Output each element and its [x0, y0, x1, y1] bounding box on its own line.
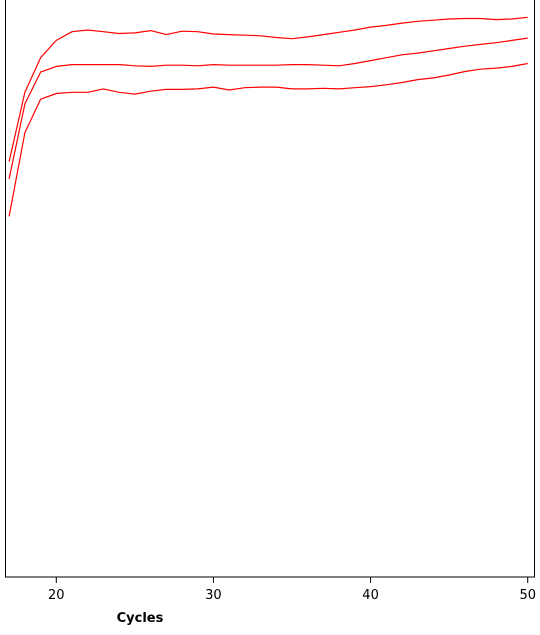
plot-frame — [5, 0, 535, 578]
series-line-1 — [8, 16, 528, 162]
x-tick-label-30: 30 — [205, 588, 222, 603]
series-line-2 — [8, 37, 528, 180]
x-axis: 20 30 40 50 — [48, 577, 536, 603]
x-axis-title: Cycles — [117, 611, 164, 626]
x-tick-label-40: 40 — [362, 588, 379, 603]
x-tick-label-50: 50 — [519, 588, 536, 603]
series-line-3 — [8, 62, 528, 217]
series-layer — [8, 16, 528, 217]
x-tick-label-20: 20 — [48, 588, 65, 603]
